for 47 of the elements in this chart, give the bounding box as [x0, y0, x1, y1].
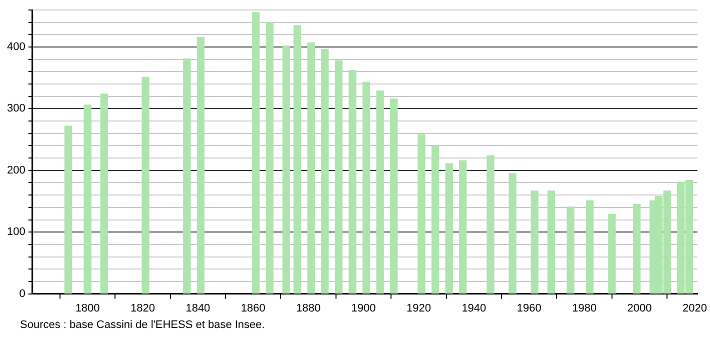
bar	[376, 90, 384, 294]
bar	[362, 82, 370, 294]
x-tick-label: 1960	[516, 302, 542, 314]
y-tick-label: 0	[19, 288, 26, 300]
x-tick-label: 1980	[572, 302, 597, 314]
bar	[445, 163, 453, 294]
bar	[334, 60, 343, 294]
y-tick-label: 200	[6, 164, 26, 176]
bar	[418, 134, 426, 294]
bar	[252, 12, 260, 294]
x-tick-label: 1900	[351, 302, 376, 314]
bar	[307, 42, 315, 294]
x-tick-label: 1800	[75, 302, 100, 314]
x-tick-label: 2020	[682, 302, 707, 314]
x-tick-label: 1860	[240, 302, 266, 314]
bar	[321, 49, 329, 294]
bar	[566, 206, 574, 294]
y-tick-label: 400	[6, 41, 26, 54]
bar	[431, 146, 440, 294]
y-tick-label: 100	[6, 226, 26, 238]
bar	[142, 76, 150, 294]
bar	[508, 173, 516, 294]
bar	[486, 155, 494, 294]
bar	[547, 190, 556, 294]
bar	[266, 22, 274, 294]
x-tick-label: 1920	[406, 302, 431, 314]
bar	[348, 70, 356, 294]
bar	[586, 200, 594, 294]
x-tick-label: 2000	[627, 302, 652, 314]
y-tick-label: 300	[6, 102, 26, 115]
bar	[183, 58, 191, 294]
x-tick-label: 1820	[130, 302, 155, 314]
x-tick-label: 1880	[296, 302, 321, 314]
bar	[282, 45, 290, 294]
bar	[64, 126, 72, 294]
bar	[84, 104, 92, 294]
bar	[459, 160, 467, 294]
bar	[530, 190, 538, 294]
bar	[293, 25, 302, 294]
bar	[632, 204, 641, 294]
bar	[608, 214, 616, 294]
x-tick-label: 1940	[462, 302, 486, 314]
x-tick-label: 1840	[186, 302, 210, 314]
source-note: Sources : base Cassini de l'EHESS et base Insee.	[20, 319, 265, 331]
bar	[390, 98, 398, 294]
bar	[100, 94, 108, 294]
bar	[196, 36, 205, 294]
